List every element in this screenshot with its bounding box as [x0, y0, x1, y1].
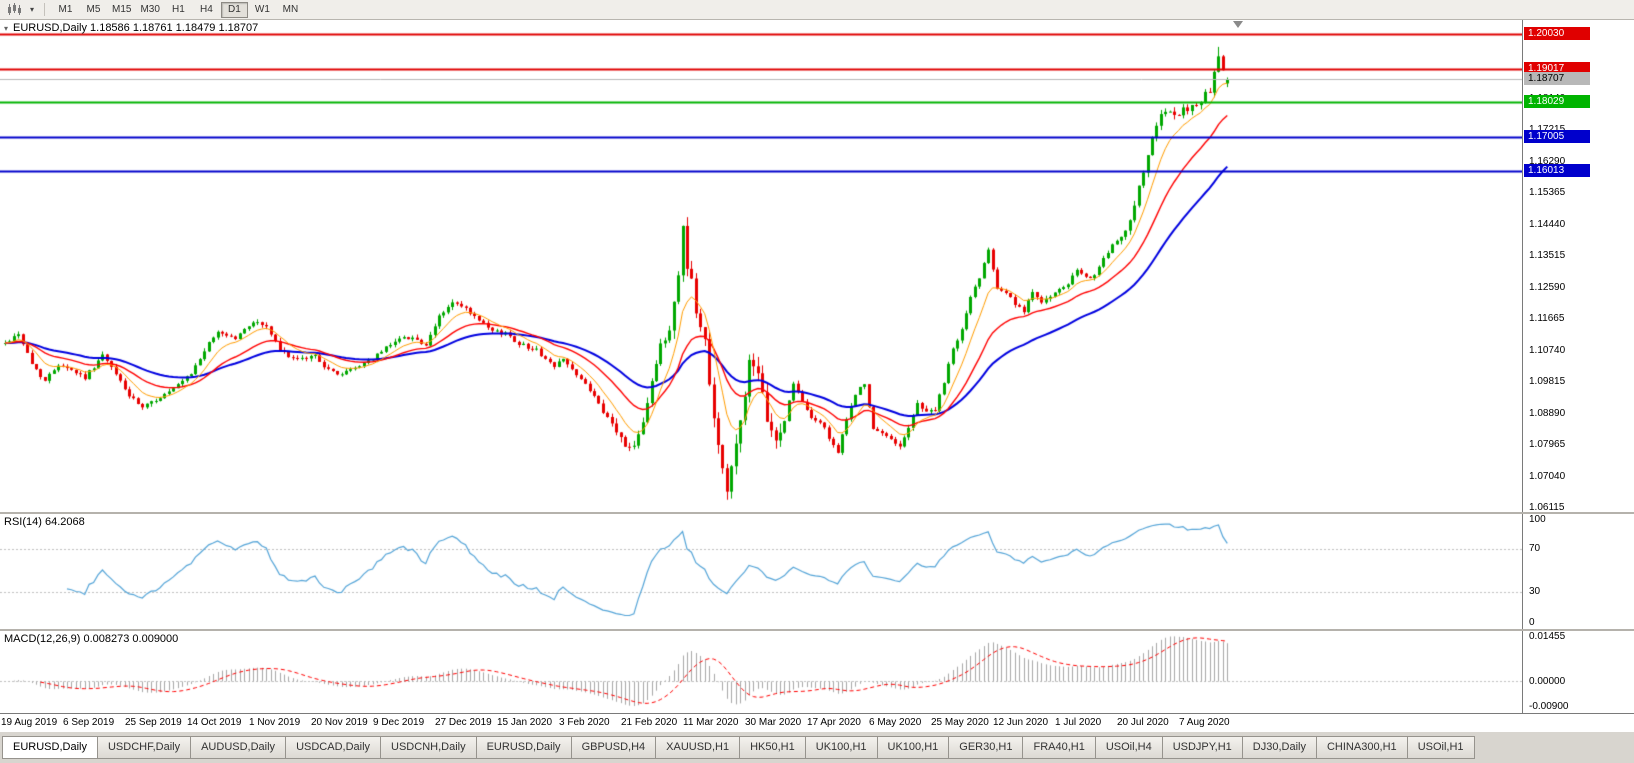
date-label: 17 Apr 2020: [807, 717, 861, 728]
date-label: 1 Nov 2019: [249, 717, 301, 728]
rsi-label: RSI(14) 64.2068: [4, 516, 85, 528]
macd-label: MACD(12,26,9) 0.008273 0.009000: [4, 633, 179, 645]
timeframe-button-m15[interactable]: M15: [108, 2, 135, 18]
chart-tab-dj30-daily[interactable]: DJ30,Daily: [1242, 736, 1317, 759]
date-label: 19 Aug 2019: [1, 717, 58, 728]
chart-tab-fra40-h1[interactable]: FRA40,H1: [1023, 736, 1096, 759]
date-label: 7 Aug 2020: [1179, 717, 1230, 728]
timeframe-button-h1[interactable]: H1: [165, 2, 192, 18]
price-level-label-support: 1.18029: [1524, 95, 1590, 108]
rsi-canvas[interactable]: [0, 514, 1522, 629]
timeframe-buttons-group: M1 M5 M15 M30 H1 H4 D1 W1 MN: [52, 1, 304, 18]
price-tick: 1.08890: [1529, 408, 1566, 419]
chart-tab-uk100-h1[interactable]: UK100,H1: [805, 736, 878, 759]
macd-panel: MACD(12,26,9) 0.008273 0.009000 0.01455 0…: [0, 631, 1634, 713]
chart-tab-audusd-daily[interactable]: AUDUSD,Daily: [191, 736, 287, 759]
chart-tabs-bar: EURUSD,Daily USDCHF,Daily AUDUSD,Daily USDC…: [0, 731, 1634, 763]
chart-tab-usdcad-daily[interactable]: USDCAD,Daily: [286, 736, 382, 759]
price-tick: 1.11665: [1529, 313, 1565, 324]
timeframe-button-m1[interactable]: M1: [52, 2, 79, 18]
rsi-tick: 30: [1529, 586, 1541, 597]
chart-tab-eurusd-daily[interactable]: EURUSD,Daily: [2, 736, 98, 759]
price-chart-canvas[interactable]: [0, 20, 1522, 512]
price-tick: 1.15365: [1529, 187, 1566, 198]
chart-tab-usoil-h1[interactable]: USOil,H1: [1407, 736, 1475, 759]
price-chart-panel: ▾ EURUSD,Daily 1.18586 1.18761 1.18479 1…: [0, 20, 1634, 513]
chart-tab-eurusd-daily[interactable]: EURUSD,Daily: [476, 736, 572, 759]
macd-tick: 0.01455: [1529, 631, 1566, 642]
rsi-tick: 70: [1529, 543, 1541, 554]
price-level-label-support: 1.17005: [1524, 130, 1590, 143]
price-level-label-resistance: 1.19017: [1524, 62, 1590, 75]
price-tick: 1.16290: [1529, 156, 1566, 167]
date-label: 6 May 2020: [869, 717, 922, 728]
timeframe-button-h4[interactable]: H4: [193, 2, 220, 18]
timeframe-button-d1[interactable]: D1: [220, 1, 248, 18]
date-label: 20 Jul 2020: [1117, 717, 1169, 728]
timeframe-button-m30[interactable]: M30: [136, 2, 163, 18]
triangle-down-icon[interactable]: ▾: [4, 23, 9, 33]
macd-tick: -0.00900: [1529, 701, 1569, 712]
chart-tab-usdcnh-daily[interactable]: USDCNH,Daily: [381, 736, 477, 759]
date-label: 15 Jan 2020: [497, 717, 553, 728]
price-tick: 1.12590: [1529, 282, 1566, 293]
price-tick: 1.10740: [1529, 345, 1566, 356]
date-label: 30 Mar 2020: [745, 717, 802, 728]
chart-tab-gbpusd-h4[interactable]: GBPUSD,H4: [571, 736, 657, 759]
date-label: 25 May 2020: [931, 717, 989, 728]
price-level-label-support: 1.16013: [1524, 164, 1590, 177]
chart-tab-usdjpy-h1[interactable]: USDJPY,H1: [1162, 736, 1243, 759]
timeframe-button-mn[interactable]: MN: [277, 2, 304, 18]
candlestick-chart-icon[interactable]: [3, 2, 25, 17]
chart-shift-marker-icon[interactable]: [1233, 21, 1243, 28]
date-label: 9 Dec 2019: [373, 717, 425, 728]
date-label: 27 Dec 2019: [435, 717, 492, 728]
rsi-axis[interactable]: 100 70 30 0: [1522, 514, 1634, 629]
chart-tab-ger30-h1[interactable]: GER30,H1: [949, 736, 1024, 759]
macd-canvas[interactable]: [0, 631, 1522, 713]
chart-tab-usoil-h4[interactable]: USOil,H4: [1095, 736, 1163, 759]
date-label: 3 Feb 2020: [559, 717, 610, 728]
price-level-label-resistance: 1.20030: [1524, 27, 1590, 40]
chart-ohlc-text: EURUSD,Daily 1.18586 1.18761 1.18479 1.1…: [13, 22, 259, 34]
chart-header: ▾ EURUSD,Daily 1.18586 1.18761 1.18479 1…: [4, 22, 258, 34]
macd-tick: 0.00000: [1529, 676, 1566, 687]
price-tick: 1.14440: [1529, 219, 1566, 230]
date-label: 1 Jul 2020: [1055, 717, 1102, 728]
chart-tab-china300-h1[interactable]: CHINA300,H1: [1316, 736, 1408, 759]
timeframe-button-w1[interactable]: W1: [249, 2, 276, 18]
chart-tab-xauusd-h1[interactable]: XAUUSD,H1: [656, 736, 741, 759]
rsi-tick: 0: [1529, 617, 1535, 628]
rsi-panel: RSI(14) 64.2068 100 70 30 0: [0, 514, 1634, 629]
chart-tab-hk50-h1[interactable]: HK50,H1: [740, 736, 806, 759]
timeframe-toolbar: ▾ M1 M5 M15 M30 H1 H4 D1 W1 MN: [0, 0, 1634, 20]
panel-resize-handle[interactable]: [0, 512, 1634, 514]
date-label: 12 Jun 2020: [993, 717, 1049, 728]
date-label: 11 Mar 2020: [683, 717, 739, 728]
price-tick: 1.07040: [1529, 471, 1566, 482]
price-tick: 1.13515: [1529, 250, 1566, 261]
price-tick: 1.09815: [1529, 376, 1566, 387]
chart-tab-uk100-h1[interactable]: UK100,H1: [877, 736, 950, 759]
price-level-label-bid: 1.18707: [1524, 72, 1590, 85]
panel-resize-handle[interactable]: [0, 629, 1634, 631]
date-label: 20 Nov 2019: [311, 717, 368, 728]
price-axis[interactable]: 1.190651.181401.172151.162901.153651.144…: [1522, 20, 1634, 513]
toolbar-separator: [44, 3, 45, 16]
price-tick: 1.07965: [1529, 439, 1566, 450]
chevron-down-icon[interactable]: ▾: [29, 5, 34, 14]
price-tick: 1.06115: [1529, 502, 1565, 513]
date-axis[interactable]: 19 Aug 2019 6 Sep 2019 25 Sep 2019 14 Oct 2…: [0, 713, 1634, 731]
date-label: 14 Oct 2019: [187, 717, 242, 728]
date-label: 25 Sep 2019: [125, 717, 182, 728]
date-label: 6 Sep 2019: [63, 717, 115, 728]
timeframe-button-m5[interactable]: M5: [80, 2, 107, 18]
macd-axis[interactable]: 0.01455 0.00000 -0.00900: [1522, 631, 1634, 713]
chart-tab-usdchf-daily[interactable]: USDCHF,Daily: [97, 736, 192, 759]
price-tick: 1.17215: [1529, 124, 1565, 135]
rsi-tick: 100: [1529, 514, 1546, 525]
date-label: 21 Feb 2020: [621, 717, 678, 728]
